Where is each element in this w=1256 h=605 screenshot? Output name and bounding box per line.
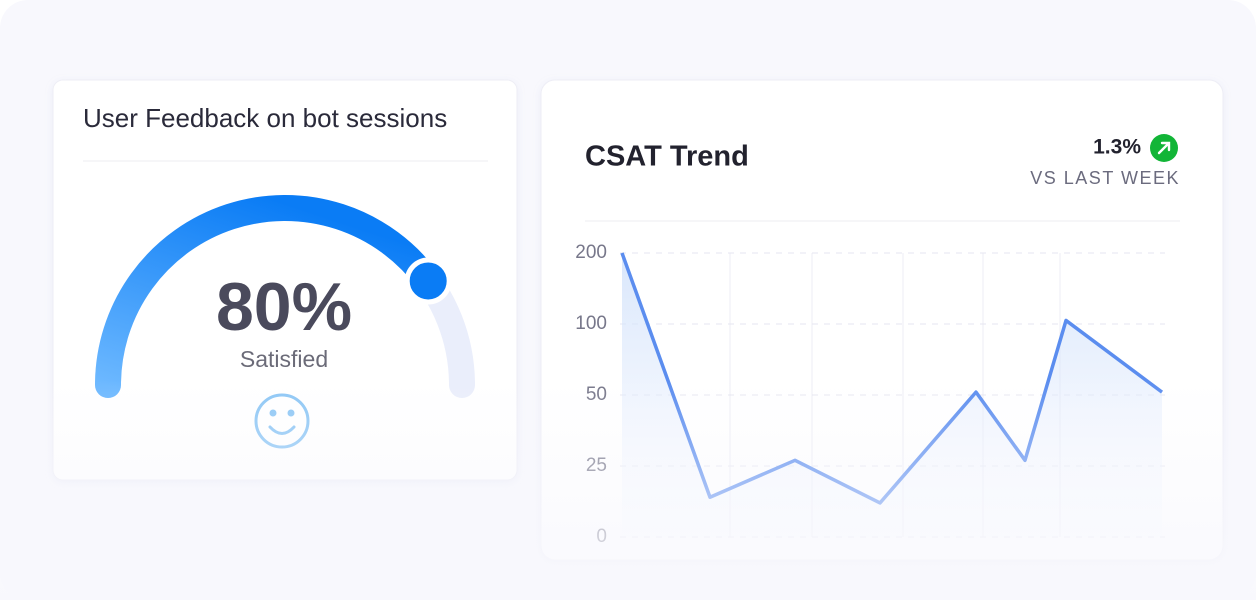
- period-label: VS LAST WEEK: [1030, 168, 1180, 188]
- y-tick-label: 100: [575, 313, 607, 334]
- gauge-knob: [404, 257, 452, 305]
- change-value: 1.3%: [1093, 136, 1141, 159]
- gauge-caption: Satisfied: [240, 346, 328, 372]
- gauge-arc: [95, 195, 442, 398]
- gauge: [95, 195, 475, 398]
- gauge-value: 80%: [216, 269, 352, 345]
- y-tick-label: 200: [575, 242, 607, 263]
- y-tick-label: 0: [596, 526, 607, 547]
- card-title: User Feedback on bot sessions: [83, 103, 447, 133]
- y-tick-label: 25: [586, 455, 607, 476]
- y-tick-label: 50: [586, 384, 607, 405]
- chart-title: CSAT Trend: [585, 141, 749, 173]
- up-icon: [1150, 134, 1178, 162]
